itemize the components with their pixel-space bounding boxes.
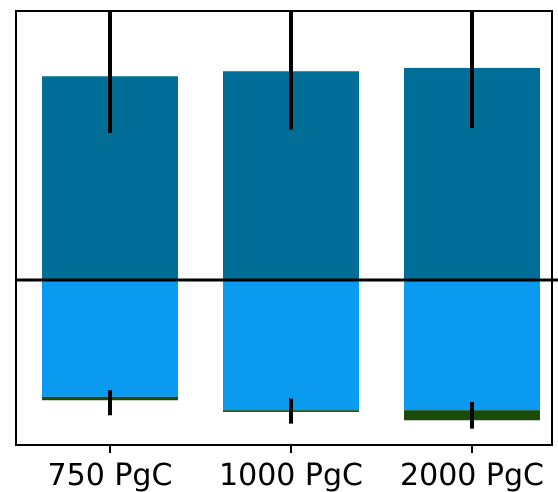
bar-series-2-1 (42, 280, 178, 397)
x-tick-label-3: 2000 PgC (400, 458, 544, 492)
x-axis-ticks (109, 445, 473, 453)
x-axis-tick-labels: 750 PgC 1000 PgC 2000 PgC (48, 458, 544, 492)
bar-series-2-2 (223, 280, 359, 411)
x-tick-label-2: 1000 PgC (219, 458, 363, 492)
bar-series-2-3 (404, 280, 540, 411)
x-tick-label-1: 750 PgC (48, 458, 173, 492)
plot-frame (15, 10, 553, 446)
error-bars-layer (108, 11, 474, 429)
